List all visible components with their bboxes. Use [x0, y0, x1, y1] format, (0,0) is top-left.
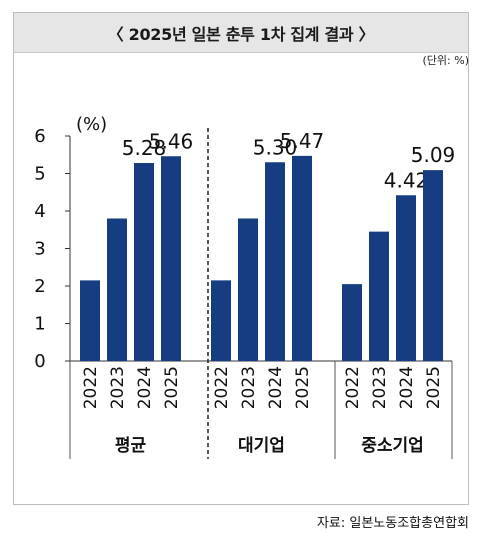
- data-label: 5.09: [411, 143, 456, 167]
- y-tick-label: 0: [34, 351, 45, 372]
- bar: [238, 218, 258, 361]
- x-category-label: 2022: [81, 366, 101, 409]
- bar: [134, 163, 154, 361]
- x-category-label: 2025: [293, 366, 313, 409]
- source-note: 자료: 일본노동조합총연합회: [316, 516, 469, 531]
- y-tick-label: 2: [34, 276, 45, 297]
- y-tick-label: 3: [34, 239, 45, 260]
- bar: [161, 156, 181, 361]
- y-axis-unit-label: (%): [76, 114, 107, 135]
- x-category-label: 2025: [424, 366, 444, 409]
- x-category-label: 2025: [162, 366, 182, 409]
- x-category-label: 2024: [135, 366, 155, 409]
- bar: [423, 170, 443, 361]
- data-label: 5.28: [122, 136, 167, 160]
- bar: [292, 155, 312, 361]
- group-label: 중소기업: [361, 436, 424, 456]
- bar: [396, 195, 416, 361]
- x-category-label: 2023: [370, 366, 390, 409]
- x-category-label: 2023: [108, 366, 128, 409]
- data-label: 4.42: [384, 168, 429, 192]
- y-tick-label: 6: [34, 126, 45, 147]
- bar: [265, 162, 285, 361]
- y-tick-label: 1: [34, 314, 45, 335]
- x-category-label: 2023: [239, 366, 259, 409]
- group-label: 대기업: [238, 436, 285, 456]
- x-category-label: 2022: [212, 366, 232, 409]
- bar: [107, 218, 127, 361]
- data-label: 5.30: [253, 135, 298, 159]
- y-tick-label: 5: [34, 164, 45, 185]
- data-label: 5.46: [149, 129, 194, 153]
- x-category-label: 2022: [343, 366, 363, 409]
- bar: [342, 284, 362, 361]
- x-category-label: 2024: [397, 366, 417, 409]
- unit-note: (단위: %): [422, 54, 469, 67]
- bar: [369, 231, 389, 361]
- chart-title: 〈 2025년 일본 춘투 1차 집계 결과 〉: [14, 13, 468, 53]
- bar: [211, 280, 231, 361]
- y-tick-label: 4: [34, 201, 45, 222]
- group-label: 평균: [115, 436, 147, 456]
- x-category-label: 2024: [266, 366, 286, 409]
- data-label: 5.47: [280, 129, 325, 153]
- chart-frame: 〈 2025년 일본 춘투 1차 집계 결과 〉: [13, 12, 469, 505]
- bar: [80, 280, 100, 361]
